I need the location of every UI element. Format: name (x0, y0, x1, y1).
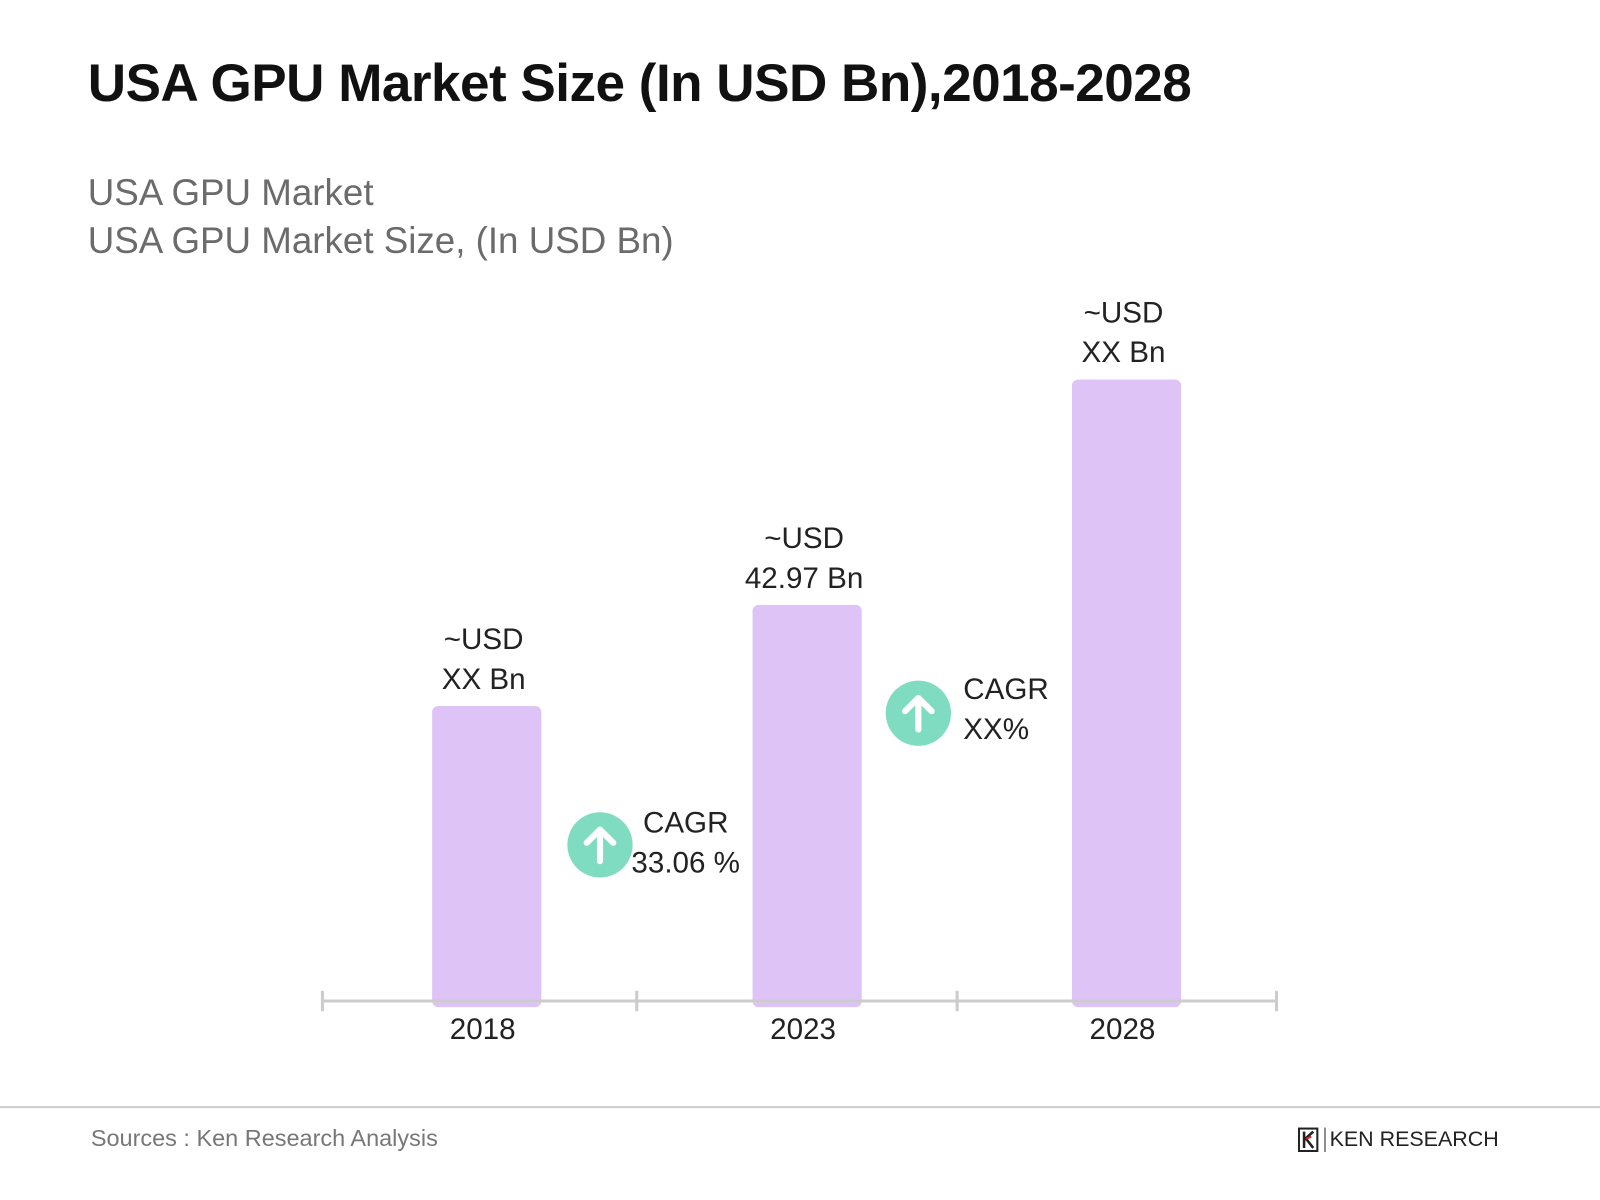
data-label-line: XX Bn (441, 663, 526, 696)
data-label: ~USD XX Bn (442, 620, 526, 700)
x-tick-label: 2028 (1089, 1013, 1156, 1046)
chart-subtitle-units: USA GPU Market Size, (In USD Bn) (87, 219, 674, 262)
bar-2018 (432, 705, 542, 1008)
cagr-value: 33.06 % (631, 846, 740, 880)
cagr-value: XX% (963, 713, 1030, 746)
bar-2028 (1071, 379, 1182, 1008)
cagr-up-arrow-icon (885, 680, 952, 746)
data-label: ~USD 42.97 Bn (745, 519, 863, 599)
cagr-up-arrow-icon (567, 812, 633, 878)
cagr-label: CAGR (642, 807, 729, 840)
cagr-label: CAGR (963, 673, 1049, 707)
data-label-line: ~USD (764, 522, 844, 555)
footer-divider (0, 1106, 1600, 1109)
logo-text: KEN RESEARCH (1324, 1127, 1499, 1153)
data-label: ~USD XX Bn (1082, 294, 1166, 374)
x-tick-label: 2023 (770, 1013, 836, 1046)
data-label-line: ~USD (1083, 296, 1164, 330)
source-note: Sources : Ken Research Analysis (90, 1124, 438, 1152)
cagr-annotation-2: CAGR XX% (963, 670, 1049, 750)
data-label-line: 42.97 Bn (744, 561, 864, 595)
data-label-line: ~USD (443, 623, 524, 656)
x-tick-label: 2018 (449, 1013, 516, 1046)
data-label-line: XX Bn (1081, 336, 1166, 370)
cagr-annotation-1: CAGR 33.06 % (629, 804, 743, 884)
bar-2023 (752, 604, 862, 1008)
ken-logo-icon (1297, 1127, 1319, 1153)
chart-subtitle: USA GPU Market (87, 171, 374, 214)
ken-research-logo: KEN RESEARCH (1297, 1127, 1499, 1153)
chart-title: USA GPU Market Size (In USD Bn),2018-202… (87, 54, 1192, 114)
